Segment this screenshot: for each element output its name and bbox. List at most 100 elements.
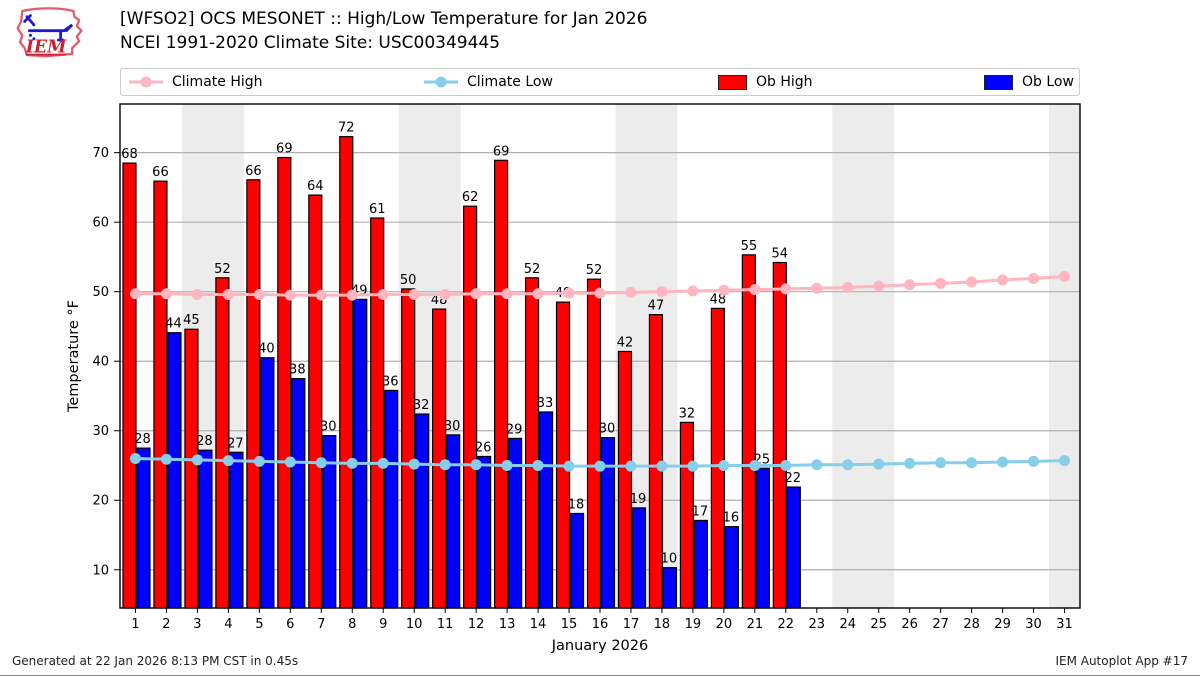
climate-low-marker-day-12 [470, 459, 482, 471]
ob-low-label-day-12: 26 [475, 440, 492, 455]
x-tick-label-12: 12 [468, 617, 485, 632]
legend-label: Ob High [756, 74, 813, 90]
x-tick-label-16: 16 [592, 617, 609, 632]
ob-low-bar-day-1 [136, 447, 151, 609]
ob-low-label-day-6: 38 [289, 363, 306, 378]
ob-low-label-day-3: 28 [196, 434, 213, 449]
line-marker-swatch-icon [424, 76, 458, 88]
ob-high-label-day-8: 72 [338, 121, 355, 136]
climate-low-marker-day-24 [842, 459, 854, 471]
legend-item-climate-high: Climate High [129, 69, 263, 95]
x-tick-label-1: 1 [131, 617, 139, 632]
ob-low-bar-day-20 [724, 526, 739, 609]
x-tick-label-26: 26 [901, 617, 918, 632]
x-tick-label-4: 4 [224, 617, 232, 632]
climate-low-marker-day-21 [749, 459, 761, 471]
ob-low-bar-day-14 [538, 411, 554, 609]
ob-low-label-day-11: 30 [444, 419, 461, 434]
ob-high-bar-day-7 [308, 194, 323, 609]
ob-low-bar-day-21 [755, 467, 770, 609]
ob-low-bar-day-4 [229, 451, 244, 609]
x-tick-label-13: 13 [499, 617, 516, 632]
chart-title: [WFSO2] OCS MESONET :: High/Low Temperat… [120, 9, 648, 29]
climate-high-marker-day-27 [935, 277, 947, 289]
x-tick-label-6: 6 [286, 617, 294, 632]
climate-low-marker-day-15 [563, 460, 575, 472]
climate-high-marker-day-25 [873, 280, 885, 292]
climate-high-marker-day-7 [315, 289, 327, 301]
climate-low-marker-day-22 [780, 459, 792, 471]
y-axis-label: Temperature °F [66, 300, 82, 413]
ob-low-label-day-19: 17 [692, 504, 709, 519]
ob-low-label-day-22: 22 [785, 471, 802, 486]
ob-high-bar-day-17 [617, 350, 633, 609]
ob-low-label-day-1: 28 [134, 432, 151, 447]
x-tick-label-23: 23 [809, 617, 826, 632]
x-tick-label-2: 2 [162, 617, 170, 632]
x-tick-label-19: 19 [685, 617, 702, 632]
climate-high-marker-day-31 [1059, 270, 1071, 282]
ob-high-label-day-17: 42 [617, 335, 634, 350]
x-tick-label-15: 15 [561, 617, 578, 632]
x-tick-label-11: 11 [437, 617, 454, 632]
ob-high-bar-day-16 [586, 278, 602, 609]
ob-low-bar-day-22 [786, 486, 801, 609]
ob-low-label-day-10: 32 [413, 398, 430, 413]
climate-high-marker-day-28 [966, 276, 978, 288]
climate-low-marker-day-10 [408, 458, 420, 470]
x-tick-label-22: 22 [778, 617, 795, 632]
ob-high-bar-day-22 [772, 261, 787, 609]
ob-low-bar-day-19 [693, 519, 709, 609]
weekend-band [832, 104, 895, 608]
climate-high-marker-day-8 [346, 289, 358, 301]
ob-high-bar-day-15 [555, 301, 571, 609]
ob-low-label-day-13: 29 [506, 422, 523, 437]
x-tick-label-31: 31 [1056, 617, 1073, 632]
ob-high-label-day-21: 55 [741, 239, 758, 254]
iem-logo-text: IEM [25, 38, 67, 58]
ob-high-bar-day-2 [153, 180, 168, 609]
climate-low-marker-day-2 [160, 453, 172, 465]
climate-high-marker-day-29 [997, 274, 1009, 286]
ob-high-bar-day-11 [432, 308, 447, 609]
climate-high-marker-day-4 [222, 288, 234, 300]
x-tick-label-8: 8 [348, 617, 356, 632]
x-tick-label-10: 10 [406, 617, 423, 632]
legend-item-ob-low: Ob Low [984, 69, 1074, 95]
ob-high-bar-day-13 [493, 159, 509, 609]
y-tick-label-40: 40 [92, 355, 109, 370]
climate-low-marker-day-18 [656, 460, 668, 472]
climate-high-marker-day-9 [377, 288, 389, 300]
ob-high-label-day-20: 48 [710, 292, 727, 307]
ob-low-bar-day-5 [260, 357, 275, 609]
ob-high-label-day-13: 69 [493, 144, 510, 159]
ob-high-label-day-9: 61 [369, 202, 386, 217]
rect-swatch-icon [718, 74, 747, 90]
climate-high-marker-day-24 [842, 282, 854, 294]
x-tick-label-14: 14 [530, 617, 547, 632]
climate-low-marker-day-29 [997, 456, 1009, 468]
y-tick-label-50: 50 [92, 285, 109, 300]
climate-low-marker-day-27 [935, 457, 947, 469]
x-tick-label-17: 17 [623, 617, 640, 632]
ob-low-label-day-17: 19 [630, 492, 647, 507]
climate-low-marker-day-25 [873, 458, 885, 470]
ob-low-label-day-20: 16 [723, 511, 740, 526]
ob-low-bar-day-18 [662, 567, 678, 609]
climate-low-marker-day-1 [129, 453, 141, 465]
climate-high-marker-day-26 [904, 279, 916, 291]
legend-label: Ob Low [1022, 74, 1074, 90]
ob-high-bar-day-9 [370, 217, 385, 609]
ob-high-label-day-10: 50 [400, 273, 417, 288]
x-tick-label-3: 3 [193, 617, 201, 632]
y-tick-label-70: 70 [92, 146, 109, 161]
ob-low-label-day-14: 33 [537, 396, 554, 411]
ob-high-label-day-2: 66 [152, 165, 169, 180]
climate-low-marker-day-4 [222, 455, 234, 467]
climate-high-marker-day-22 [780, 283, 792, 295]
y-tick-label-20: 20 [92, 494, 109, 509]
x-tick-label-7: 7 [317, 617, 325, 632]
ob-low-bar-day-9 [384, 389, 399, 609]
climate-low-marker-day-17 [625, 460, 637, 472]
